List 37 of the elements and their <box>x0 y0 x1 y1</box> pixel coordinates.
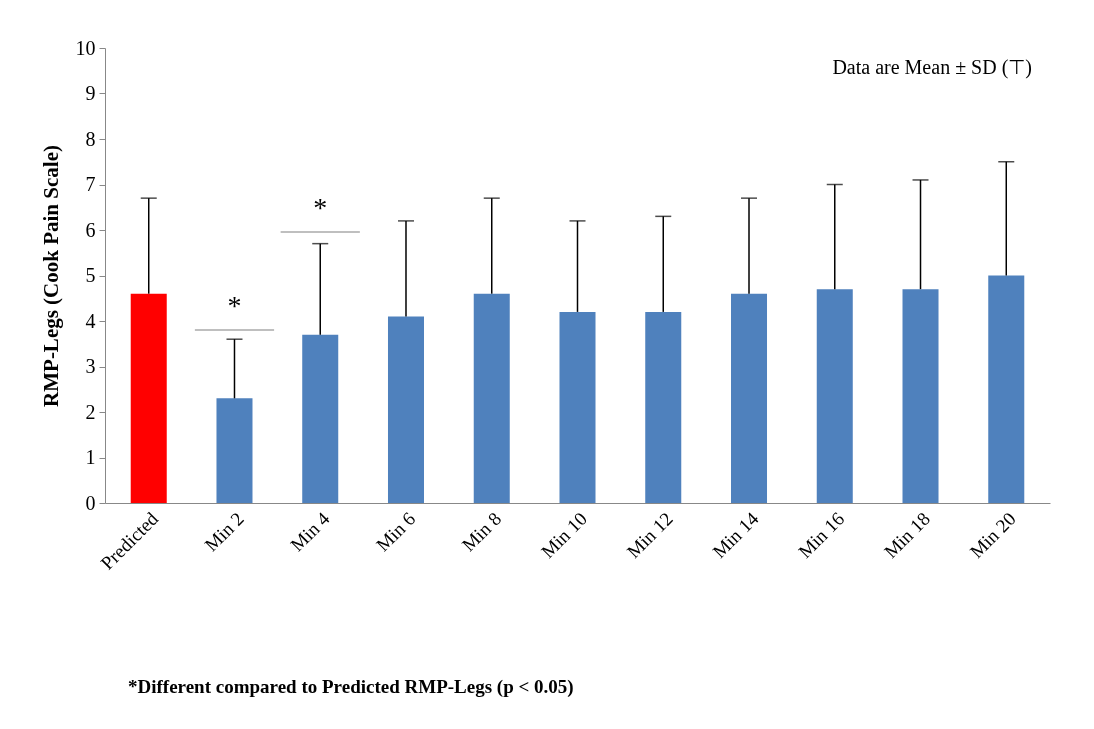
annotation: * <box>227 290 242 321</box>
bar <box>645 311 682 503</box>
y-tick-label: 6 <box>85 218 96 241</box>
x-tick-label: Min 16 <box>794 508 849 563</box>
bar <box>559 311 596 503</box>
x-tick-label: Min 8 <box>457 508 506 556</box>
y-tick-label: 1 <box>85 446 96 468</box>
bar <box>473 293 510 503</box>
x-tick-label: Min 20 <box>965 508 1020 563</box>
x-tick-label: Min 10 <box>536 508 591 563</box>
bar <box>988 275 1025 503</box>
annotation: * <box>313 192 328 223</box>
x-tick-label: Min 6 <box>372 508 420 556</box>
bar <box>216 398 253 503</box>
text: *Different compared to Predicted RMP-Legs (p < 0.05) <box>128 676 574 698</box>
y-tick-label: 3 <box>85 355 96 377</box>
y-tick-label: 5 <box>85 264 96 286</box>
x-tick-label: Min 2 <box>200 508 248 556</box>
y-tick-label: 10 <box>75 36 96 59</box>
x-tick-label: Min 18 <box>879 508 934 563</box>
y-tick-label: 0 <box>85 491 96 514</box>
y-tick-label: 7 <box>85 173 96 195</box>
bar <box>816 289 853 503</box>
y-tick-label: 8 <box>85 127 96 150</box>
y-tick-label: 2 <box>85 400 96 423</box>
x-tick-label: Min 14 <box>708 507 763 563</box>
x-tick-label: Min 12 <box>622 508 677 563</box>
y-tick-label: 4 <box>85 309 96 332</box>
bar <box>387 316 424 503</box>
annotation: Data are Mean ± SD (⊤) <box>832 56 1032 79</box>
bar <box>902 289 939 503</box>
bar <box>302 334 339 503</box>
bar <box>130 293 167 503</box>
y-tick-label: 9 <box>85 82 96 104</box>
x-tick-label: Min 4 <box>286 507 335 556</box>
bar <box>731 293 768 503</box>
y-axis-title: RMP-Legs (Cook Pain Scale) <box>38 145 63 407</box>
